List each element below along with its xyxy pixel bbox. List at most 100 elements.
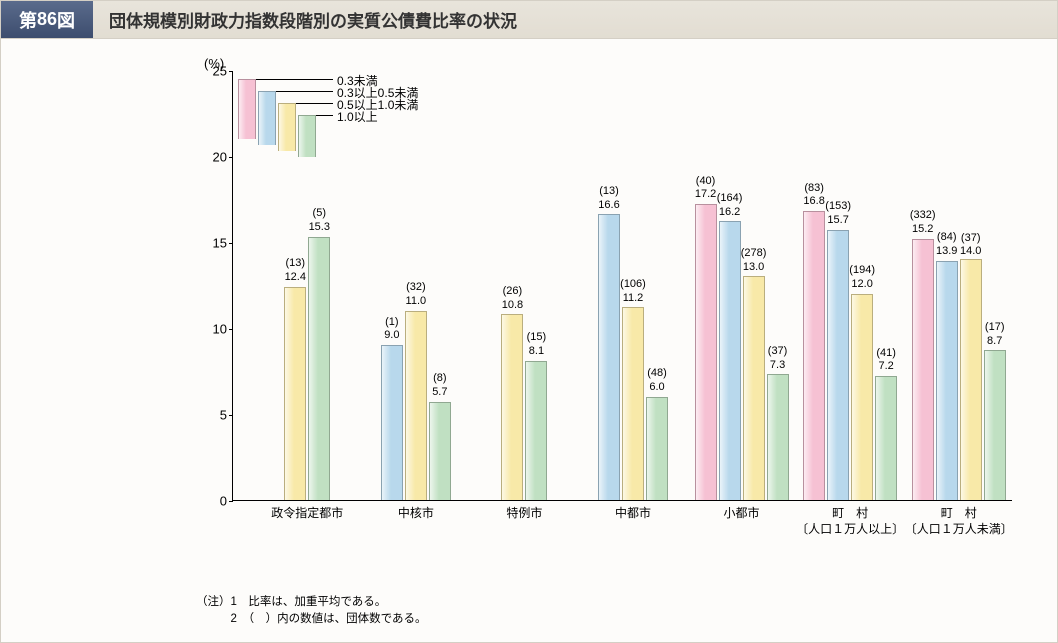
bar-count: (8): [420, 372, 460, 386]
bar: (40)17.2: [695, 204, 717, 500]
bar-label: (17)8.7: [975, 321, 1015, 349]
title-bar: 第 86 図 団体規模別財政力指数段階別の実質公債費比率の状況: [1, 1, 1057, 39]
y-tick-mark: [229, 329, 233, 330]
bar-count: (17): [975, 321, 1015, 335]
bar: (37)14.0: [960, 259, 982, 500]
bar-count: (194): [842, 264, 882, 278]
bar: (37)7.3: [767, 374, 789, 500]
legend-swatch: [238, 79, 256, 139]
bar: (41)7.2: [875, 376, 897, 500]
legend-connector: [316, 115, 333, 116]
bar-label: (15)8.1: [516, 331, 556, 359]
bar-value: 12.0: [842, 278, 882, 292]
legend-label: 1.0以上: [337, 108, 378, 125]
x-axis-sublabel: 〔人口１万人未満〕: [899, 522, 1019, 538]
chart-area: (%) 0.3未満0.3以上0.5未満0.5以上1.0未満1.0以上 05101…: [196, 61, 1026, 551]
bar-group: (13)12.4(5)15.3政令指定都市: [284, 237, 330, 500]
bar-label: (37)7.3: [758, 345, 798, 373]
footnotes: （注）1 比率は、加重平均である。 （注）2 （ ）内の数値は、団体数である。: [196, 594, 427, 629]
bar: (332)15.2: [912, 239, 934, 500]
bar: (15)8.1: [525, 361, 547, 500]
bar-label: (106)11.2: [613, 278, 653, 306]
legend-connector: [296, 103, 333, 104]
y-tick-label: 25: [203, 64, 227, 79]
bar-value: 8.1: [516, 345, 556, 359]
bar-value: 15.3: [299, 221, 339, 235]
bar-group: (1)9.0(32)11.0(8)5.7中核市: [381, 311, 451, 500]
bar-value: 15.7: [818, 214, 858, 228]
x-axis-sublabel: 〔人口１万人以上〕: [790, 522, 910, 538]
bar: (1)9.0: [381, 345, 403, 500]
x-axis-label: 町 村〔人口１万人未満〕: [899, 506, 1019, 537]
badge-number: 86: [37, 9, 57, 30]
bar-label: (194)12.0: [842, 264, 882, 292]
legend-swatch: [298, 115, 316, 157]
bar-count: (106): [613, 278, 653, 292]
bar: (32)11.0: [405, 311, 427, 500]
y-tick-label: 20: [203, 150, 227, 165]
y-tick-label: 15: [203, 236, 227, 251]
bar-label: (164)16.2: [710, 192, 750, 220]
y-tick-mark: [229, 71, 233, 72]
bar-count: (26): [492, 285, 532, 299]
bar: (106)11.2: [622, 307, 644, 500]
bar: (278)13.0: [743, 276, 765, 500]
bar-label: (41)7.2: [866, 347, 906, 375]
bar-value: 10.8: [492, 299, 532, 313]
bar: (8)5.7: [429, 402, 451, 500]
bar-label: (8)5.7: [420, 372, 460, 400]
bar-count: (37): [951, 232, 991, 246]
bar-count: (32): [396, 281, 436, 295]
bar-count: (278): [734, 247, 774, 261]
bar-count: (13): [589, 185, 629, 199]
bar-value: 14.0: [951, 245, 991, 259]
bar-value: 5.7: [420, 386, 460, 400]
bar-group: (13)16.6(106)11.2(48)6.0中都市: [598, 214, 668, 500]
bar: (5)15.3: [308, 237, 330, 500]
legend-swatch: [278, 103, 296, 151]
badge-suffix: 図: [57, 7, 75, 33]
bar-label: (26)10.8: [492, 285, 532, 313]
bar: (84)13.9: [936, 261, 958, 500]
bar-count: (37): [758, 345, 798, 359]
legend-swatch: [258, 91, 276, 145]
bar-value: 7.2: [866, 360, 906, 374]
bar-count: (5): [299, 207, 339, 221]
bar-value: 13.0: [734, 261, 774, 275]
x-axis-label: 小都市: [682, 506, 802, 522]
figure-number-badge: 第 86 図: [1, 1, 93, 38]
bar: (13)12.4: [284, 287, 306, 500]
plot-region: 0.3未満0.3以上0.5未満0.5以上1.0未満1.0以上 051015202…: [232, 71, 1012, 501]
y-tick-label: 5: [203, 408, 227, 423]
note-line-1: 1 比率は、加重平均である。: [231, 596, 387, 608]
bar-count: (332): [903, 209, 943, 223]
legend-connector: [256, 79, 333, 80]
bar-count: (48): [637, 367, 677, 381]
x-axis-label: 中核市: [356, 506, 476, 522]
figure-title: 団体規模別財政力指数段階別の実質公債費比率の状況: [93, 1, 1057, 38]
legend-connector: [276, 91, 333, 92]
bar-label: (48)6.0: [637, 367, 677, 395]
bar: (13)16.6: [598, 214, 620, 500]
bar-group: (26)10.8(15)8.1特例市: [501, 314, 547, 500]
bar-value: 11.2: [613, 292, 653, 306]
bar-label: (153)15.7: [818, 200, 858, 228]
x-axis-label: 特例市: [464, 506, 584, 522]
x-axis-label: 中都市: [573, 506, 693, 522]
bar-label: (5)15.3: [299, 207, 339, 235]
bar-count: (40): [686, 175, 726, 189]
bar-count: (83): [794, 182, 834, 196]
bar-label: (278)13.0: [734, 247, 774, 275]
x-axis-label: 町 村〔人口１万人以上〕: [790, 506, 910, 537]
bar-count: (153): [818, 200, 858, 214]
bar-value: 7.3: [758, 359, 798, 373]
bar: (83)16.8: [803, 211, 825, 500]
y-tick-mark: [229, 157, 233, 158]
bar-count: (15): [516, 331, 556, 345]
bar-group: (332)15.2(84)13.9(37)14.0(17)8.7町 村〔人口１万…: [912, 239, 1006, 500]
y-tick-mark: [229, 415, 233, 416]
bar-value: 11.0: [396, 295, 436, 309]
badge-prefix: 第: [19, 7, 37, 33]
bar-group: (40)17.2(164)16.2(278)13.0(37)7.3小都市: [695, 204, 789, 500]
note-line-2: 2 （ ）内の数値は、団体数である。: [231, 613, 427, 625]
